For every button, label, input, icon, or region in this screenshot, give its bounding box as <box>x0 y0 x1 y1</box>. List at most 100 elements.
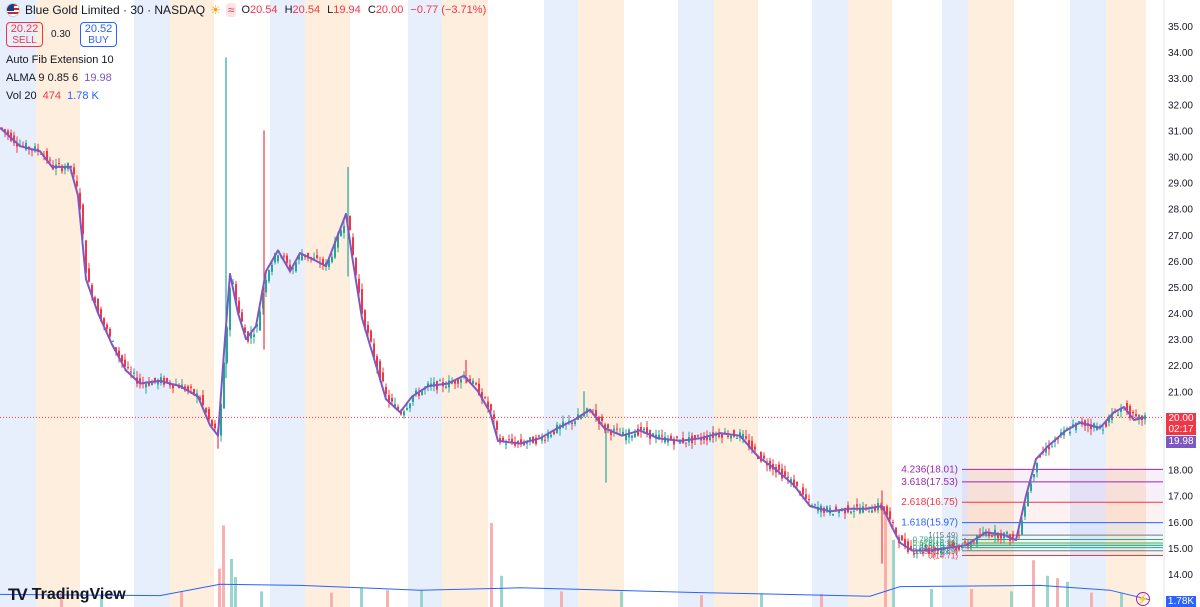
fib-label: 1(15.49) <box>928 531 958 540</box>
candle-body <box>223 362 225 409</box>
candle-body <box>268 270 270 282</box>
candle-body <box>4 129 6 132</box>
candle-body <box>1120 408 1122 412</box>
price-tick-label: 35.00 <box>1168 22 1193 33</box>
indicator-volume[interactable]: Vol 20 474 1.78 K <box>6 90 99 102</box>
candle-body <box>1069 431 1071 434</box>
candle-body <box>730 435 732 439</box>
volume-bar <box>1032 560 1035 607</box>
fib-label: 0.5(15.10) <box>922 541 959 550</box>
candle-body <box>844 507 846 514</box>
sun-icon[interactable]: ☀ <box>210 3 221 17</box>
candle-body <box>1144 415 1146 420</box>
indicator-fib[interactable]: Auto Fib Extension 10 <box>6 54 114 66</box>
candle-body <box>490 404 492 411</box>
candle-body <box>25 142 27 150</box>
candle-body <box>1138 414 1140 419</box>
candle-body <box>166 378 168 382</box>
candle-body <box>286 255 288 263</box>
candle-body <box>961 546 963 548</box>
candle-body <box>1132 411 1134 414</box>
candle-body <box>652 433 654 437</box>
flash-icon[interactable]: ⚡ <box>1136 592 1150 606</box>
candle-body <box>355 257 357 275</box>
candle-body <box>313 257 315 259</box>
candle-body <box>208 409 210 420</box>
wave-icon[interactable]: ≈ <box>225 3 237 17</box>
candle-body <box>115 347 117 352</box>
candle-body <box>1000 533 1002 539</box>
candle-body <box>289 264 291 272</box>
fib-label: 3.618(17.53) <box>901 477 958 488</box>
buy-button[interactable]: 20.52 BUY <box>80 22 117 47</box>
candle-body <box>544 439 546 441</box>
candle-body <box>148 381 150 386</box>
volume-bar <box>892 539 895 607</box>
volume-bar <box>970 589 973 607</box>
candle-body <box>322 259 324 265</box>
candle-body <box>631 435 633 438</box>
session-band <box>1106 0 1146 607</box>
indicator-alma[interactable]: ALMA 9 0.85 6 19.98 <box>6 72 112 84</box>
candle-body <box>613 428 615 431</box>
volume-bar <box>500 575 503 607</box>
candle-body <box>697 435 699 437</box>
candle-body <box>454 379 456 384</box>
sell-button[interactable]: 20.22 SELL <box>6 22 43 47</box>
candle-body <box>790 479 792 483</box>
candle-body <box>1048 446 1050 450</box>
candle-body <box>292 268 294 270</box>
candle-body <box>91 284 93 298</box>
volume-bar <box>1056 578 1059 607</box>
candle-body <box>271 264 273 272</box>
tradingview-logo[interactable]: TV TradingView <box>8 585 126 604</box>
candle-body <box>211 419 213 426</box>
candle-body <box>826 506 828 512</box>
candle-body <box>865 504 867 506</box>
session-band <box>678 0 714 607</box>
fib-zone <box>962 539 1163 543</box>
candle-body <box>796 481 798 486</box>
candle-body <box>157 379 159 385</box>
fib-zone <box>962 502 1163 523</box>
candle-body <box>478 383 480 396</box>
fib-zone <box>962 545 1163 548</box>
volume-bar <box>1046 575 1049 607</box>
candle-body <box>1012 533 1014 538</box>
candle-body <box>778 464 780 471</box>
candle-body <box>991 535 993 537</box>
candle-body <box>658 434 660 439</box>
candle-body <box>298 254 300 260</box>
price-tick-label: 26.00 <box>1168 257 1193 268</box>
candle-body <box>787 476 789 478</box>
volume-bar <box>1010 591 1013 607</box>
candle-body <box>901 535 903 541</box>
candle-body <box>700 438 702 441</box>
symbol-title[interactable]: Blue Gold Limited · 30 · NASDAQ <box>25 3 206 17</box>
candle-body <box>385 387 387 394</box>
candle-body <box>904 538 906 547</box>
alma-price-tag: 19.98 <box>1166 436 1196 448</box>
fib-zone <box>962 469 1163 482</box>
candle-body <box>1045 448 1047 453</box>
candle-body <box>379 361 381 380</box>
candle-body <box>553 431 555 435</box>
candle-body <box>832 513 834 516</box>
session-band <box>1070 0 1106 607</box>
candle-body <box>412 396 414 403</box>
candle-body <box>622 431 624 435</box>
candle-body <box>868 511 870 513</box>
candle-body <box>727 435 729 437</box>
candle-body <box>214 423 216 429</box>
candle-body <box>988 532 990 537</box>
candle-body <box>502 437 504 441</box>
candle-body <box>79 192 81 210</box>
candle-body <box>151 381 153 386</box>
candle-body <box>625 434 627 441</box>
candle-body <box>1018 535 1020 537</box>
session-band <box>36 0 80 607</box>
candle-body <box>574 421 576 425</box>
volume-bar <box>930 589 933 607</box>
candle-body <box>343 226 345 233</box>
